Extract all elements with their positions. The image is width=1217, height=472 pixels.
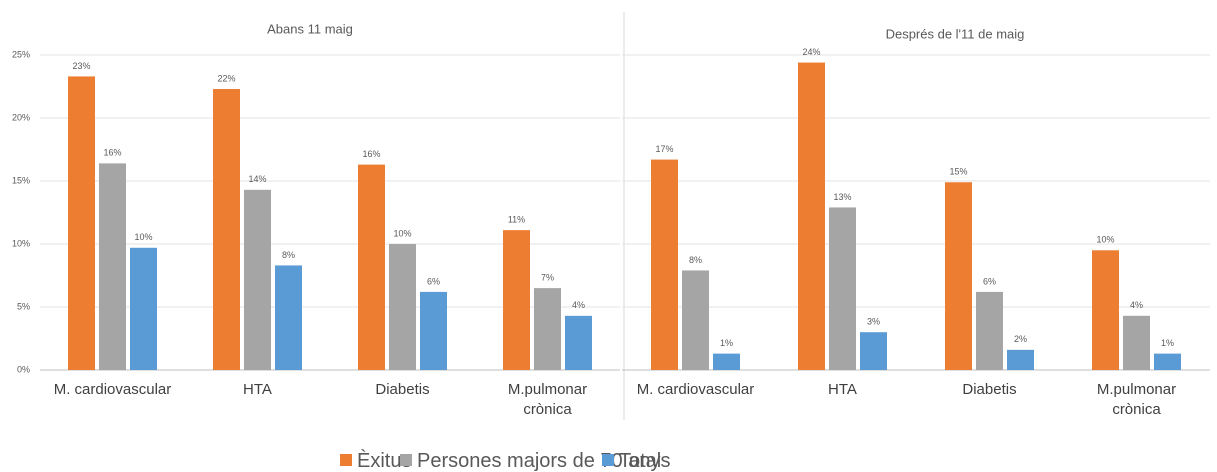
bar bbox=[565, 315, 592, 370]
y-tick-label: 20% bbox=[12, 112, 30, 122]
legend-swatch bbox=[400, 454, 412, 466]
value-label: 7% bbox=[541, 272, 554, 282]
x-tick-label: Diabetis bbox=[375, 381, 430, 398]
legend-item: Èxitus bbox=[340, 450, 411, 472]
value-label: 6% bbox=[983, 276, 996, 286]
bar bbox=[213, 89, 240, 371]
x-tick-label: M.pulmonar crònica bbox=[1096, 381, 1177, 418]
x-tick-label: Diabetis bbox=[962, 381, 1017, 398]
bar bbox=[1123, 315, 1150, 370]
bar bbox=[99, 163, 126, 370]
value-label: 16% bbox=[362, 149, 380, 159]
bar bbox=[68, 76, 95, 371]
bar bbox=[503, 230, 530, 370]
bar bbox=[420, 291, 447, 370]
bar bbox=[860, 332, 887, 370]
value-label: 1% bbox=[720, 338, 733, 348]
x-tick-label: M. cardiovascular bbox=[636, 381, 755, 398]
bar bbox=[1007, 349, 1034, 370]
value-label: 24% bbox=[802, 47, 820, 57]
value-label: 16% bbox=[103, 148, 121, 158]
y-tick-label: 0% bbox=[17, 364, 30, 374]
value-label: 23% bbox=[72, 61, 90, 71]
bar bbox=[275, 265, 302, 370]
value-label: 11% bbox=[508, 215, 525, 225]
value-label: 10% bbox=[1096, 235, 1114, 245]
x-tick-label: M. cardiovascular bbox=[53, 381, 172, 398]
value-label: 10% bbox=[134, 232, 152, 242]
legend-swatch bbox=[340, 454, 352, 466]
chart-title: Abans 11 maig bbox=[267, 21, 353, 36]
x-tick-label: HTA bbox=[828, 381, 857, 398]
value-label: 22% bbox=[217, 73, 235, 83]
value-label: 15% bbox=[949, 167, 967, 177]
value-label: 6% bbox=[427, 276, 440, 286]
legend-swatch bbox=[602, 454, 614, 466]
bar bbox=[389, 244, 416, 370]
bar bbox=[798, 62, 825, 371]
bar bbox=[945, 182, 972, 370]
legend-item: Total bbox=[602, 450, 661, 472]
bar bbox=[829, 207, 856, 370]
value-label: 13% bbox=[833, 192, 851, 202]
value-label: 2% bbox=[1014, 334, 1027, 344]
bar bbox=[130, 247, 157, 370]
x-tick-label: M.pulmonar crònica bbox=[507, 381, 588, 418]
y-tick-label: 15% bbox=[12, 175, 30, 185]
bar bbox=[534, 288, 561, 370]
x-tick-label: HTA bbox=[243, 381, 272, 398]
bar bbox=[1092, 250, 1119, 370]
y-tick-label: 5% bbox=[17, 301, 30, 311]
legend-label: Èxitus bbox=[357, 450, 412, 472]
y-tick-label: 25% bbox=[12, 49, 30, 59]
value-label: 10% bbox=[393, 228, 411, 238]
bar bbox=[976, 291, 1003, 370]
legend-label: Total bbox=[619, 450, 662, 472]
value-label: 4% bbox=[572, 300, 585, 310]
bar bbox=[358, 164, 385, 370]
value-label: 4% bbox=[1130, 300, 1143, 310]
value-label: 17% bbox=[655, 144, 673, 154]
bar bbox=[682, 270, 709, 370]
value-label: 14% bbox=[248, 174, 266, 184]
y-tick-label: 10% bbox=[12, 238, 30, 248]
value-label: 8% bbox=[689, 255, 702, 265]
value-label: 3% bbox=[867, 317, 880, 327]
value-label: 1% bbox=[1161, 338, 1174, 348]
bar bbox=[651, 159, 678, 370]
bar bbox=[1154, 353, 1181, 370]
chart-title: Després de l'11 de maig bbox=[886, 26, 1025, 41]
bar bbox=[713, 353, 740, 370]
bar bbox=[244, 189, 271, 370]
value-label: 8% bbox=[282, 250, 295, 260]
